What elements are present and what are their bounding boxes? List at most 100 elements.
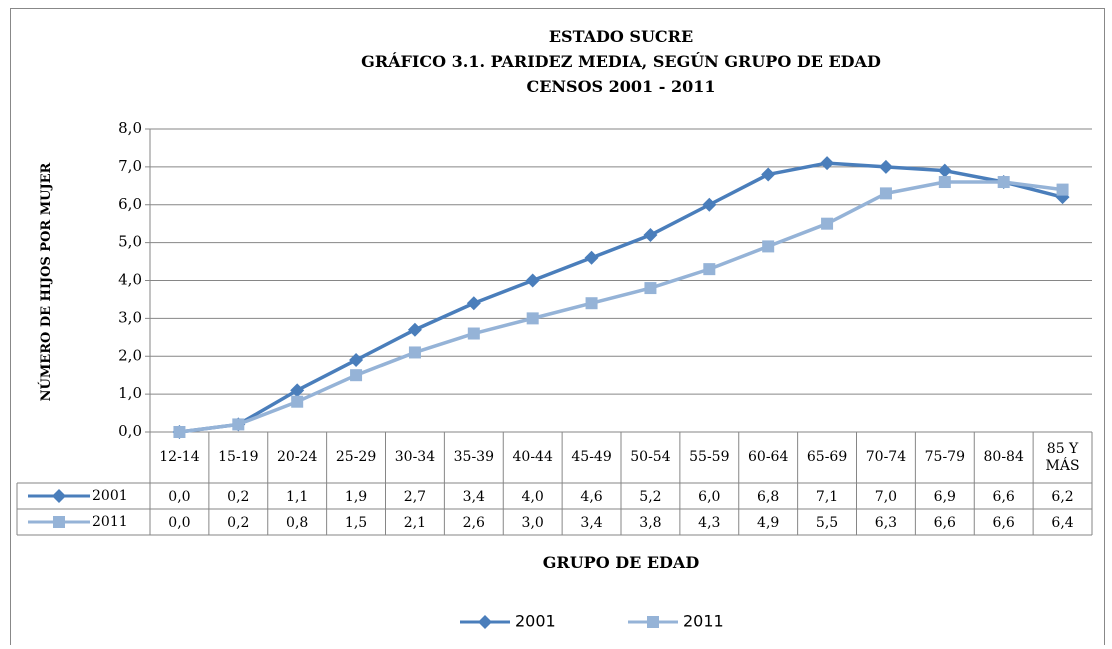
table-value: 2,6 xyxy=(463,515,485,531)
data-point xyxy=(525,273,540,288)
data-point xyxy=(702,197,717,212)
table-value: 4,0 xyxy=(522,489,544,505)
x-tick-label: 85 Y MÁS xyxy=(1045,440,1080,474)
data-point xyxy=(879,187,892,200)
table-value: 0,0 xyxy=(168,489,190,505)
series-line xyxy=(179,161,1063,434)
x-tick-cell: 60-64 xyxy=(748,449,789,465)
data-point xyxy=(290,383,305,398)
data-point xyxy=(408,346,421,359)
table-value: 6,6 xyxy=(993,489,1015,505)
table-series-name: 2011 xyxy=(92,514,128,530)
table-value: 6,9 xyxy=(934,489,956,505)
table-value: 3,4 xyxy=(580,515,602,531)
table-value: 6,4 xyxy=(1051,515,1073,531)
table-value: 6,2 xyxy=(1051,489,1073,505)
legend-label: 2011 xyxy=(683,612,724,631)
y-axis-title: NÚMERO DE HIJOS POR MUJER xyxy=(37,162,54,401)
table-value: 1,9 xyxy=(345,489,367,505)
chart-frame xyxy=(10,8,1105,649)
legend-marker xyxy=(647,616,659,628)
table-value: 4,9 xyxy=(757,515,779,531)
x-tick-label: 30-34 xyxy=(394,449,436,465)
x-tick-label: 60-64 xyxy=(748,449,789,465)
data-point xyxy=(467,327,480,340)
legend-marker xyxy=(53,516,65,528)
x-tick-label: 55-59 xyxy=(689,449,730,465)
x-tick-cell: 75-79 xyxy=(924,449,965,465)
table-value: 6,0 xyxy=(698,489,720,505)
data-point xyxy=(407,322,422,337)
table-value: 2,7 xyxy=(404,489,426,505)
x-tick-cell: 50-54 xyxy=(630,449,671,465)
x-tick-cell: 12-14 xyxy=(159,449,200,465)
x-tick-cell: 25-29 xyxy=(335,449,377,465)
x-tick-label: 40-44 xyxy=(512,449,553,465)
y-tick-label: 5,0 xyxy=(118,233,142,251)
y-tick-label: 8,0 xyxy=(118,119,142,137)
x-tick-cell: 85 Y MÁS xyxy=(1045,440,1080,474)
table-value: 6,8 xyxy=(757,489,779,505)
x-tick-cell: 15-19 xyxy=(218,449,259,465)
table-value: 2,1 xyxy=(404,515,426,531)
y-tick-label: 6,0 xyxy=(118,195,142,213)
x-tick-label: 15-19 xyxy=(218,449,259,465)
data-point xyxy=(466,296,481,311)
table-value: 6,3 xyxy=(875,515,897,531)
table-value: 3,4 xyxy=(463,489,485,505)
table-value: 5,5 xyxy=(816,515,838,531)
data-point xyxy=(585,297,598,310)
table-value: 6,6 xyxy=(934,515,956,531)
y-tick-label: 0,0 xyxy=(118,422,142,440)
data-point xyxy=(703,263,716,276)
x-tick-label: 35-39 xyxy=(453,449,494,465)
x-tick-cell: 45-49 xyxy=(571,449,612,465)
x-tick-label: 25-29 xyxy=(335,449,377,465)
x-tick-cell: 40-44 xyxy=(512,449,553,465)
table-value: 3,8 xyxy=(639,515,661,531)
data-point xyxy=(643,228,658,243)
table-series-name: 2001 xyxy=(92,488,128,504)
x-tick-label: 45-49 xyxy=(571,449,612,465)
chart-title: ESTADO SUCRE xyxy=(549,27,693,46)
x-tick-label: 75-79 xyxy=(924,449,965,465)
x-tick-label: 50-54 xyxy=(630,449,671,465)
x-tick-cell: 55-59 xyxy=(689,449,730,465)
legend-marker xyxy=(478,615,492,629)
x-tick-cell: 35-39 xyxy=(453,449,494,465)
data-point xyxy=(878,159,893,174)
table-value: 7,0 xyxy=(875,489,897,505)
x-axis-title: GRUPO DE EDAD xyxy=(543,553,700,572)
data-point xyxy=(937,163,952,178)
x-tick-label: 20-24 xyxy=(277,449,318,465)
x-tick-cell: 30-34 xyxy=(394,449,436,465)
x-tick-label: 12-14 xyxy=(159,449,200,465)
table-value: 6,6 xyxy=(993,515,1015,531)
data-point xyxy=(644,282,657,295)
data-point xyxy=(761,167,776,182)
table-value: 7,1 xyxy=(816,489,838,505)
x-tick-label: 80-84 xyxy=(983,449,1024,465)
y-tick-label: 4,0 xyxy=(118,271,142,289)
series-line xyxy=(179,180,1063,434)
x-tick-cell: 70-74 xyxy=(866,449,906,465)
table-value: 0,8 xyxy=(286,515,308,531)
legend-marker xyxy=(52,489,66,503)
data-point xyxy=(584,250,599,265)
data-point xyxy=(820,156,835,171)
table-value: 1,5 xyxy=(345,515,367,531)
data-point xyxy=(821,217,834,230)
table-value: 1,1 xyxy=(286,489,308,505)
data-point xyxy=(349,353,364,368)
y-tick-label: 3,0 xyxy=(118,308,142,326)
table-value: 4,3 xyxy=(698,515,720,531)
chart-title: CENSOS 2001 - 2011 xyxy=(526,77,715,96)
y-tick-label: 2,0 xyxy=(118,346,142,364)
data-point xyxy=(173,426,186,438)
table-value: 4,6 xyxy=(580,489,602,505)
x-tick-label: 65-69 xyxy=(806,449,848,465)
table-value: 0,0 xyxy=(168,515,190,531)
y-tick-label: 1,0 xyxy=(118,384,142,402)
data-point xyxy=(1056,183,1069,196)
